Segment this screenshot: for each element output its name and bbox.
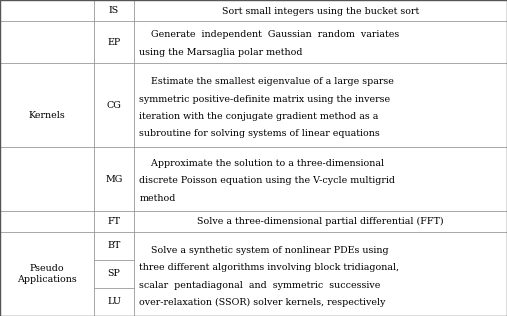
Text: FT: FT [107, 217, 121, 226]
Text: using the Marsaglia polar method: using the Marsaglia polar method [139, 47, 303, 57]
Text: Solve a three-dimensional partial differential (FFT): Solve a three-dimensional partial differ… [197, 217, 444, 226]
Text: discrete Poisson equation using the V-cycle multigrid: discrete Poisson equation using the V-cy… [139, 176, 395, 185]
Text: Solve a synthetic system of nonlinear PDEs using: Solve a synthetic system of nonlinear PD… [139, 246, 389, 255]
Text: Sort small integers using the bucket sort: Sort small integers using the bucket sor… [222, 7, 419, 16]
Text: Estimate the smallest eigenvalue of a large sparse: Estimate the smallest eigenvalue of a la… [139, 77, 394, 87]
Text: CG: CG [106, 101, 122, 110]
Text: scalar  pentadiagonal  and  symmetric  successive: scalar pentadiagonal and symmetric succe… [139, 281, 381, 289]
Text: method: method [139, 194, 176, 203]
Text: three different algorithms involving block tridiagonal,: three different algorithms involving blo… [139, 263, 400, 272]
Text: symmetric positive-definite matrix using the inverse: symmetric positive-definite matrix using… [139, 95, 390, 104]
Text: MG: MG [105, 174, 123, 184]
Text: SP: SP [107, 269, 121, 278]
Text: Pseudo
Applications: Pseudo Applications [17, 264, 77, 283]
Text: IS: IS [109, 6, 119, 15]
Text: BT: BT [107, 241, 121, 250]
Text: iteration with the conjugate gradient method as a: iteration with the conjugate gradient me… [139, 112, 379, 121]
Text: Approximate the solution to a three-dimensional: Approximate the solution to a three-dime… [139, 159, 384, 168]
Text: subroutine for solving systems of linear equations: subroutine for solving systems of linear… [139, 129, 380, 138]
Text: LU: LU [107, 297, 121, 307]
Text: Kernels: Kernels [28, 111, 65, 120]
Text: over-relaxation (SSOR) solver kernels, respectively: over-relaxation (SSOR) solver kernels, r… [139, 298, 386, 307]
Text: EP: EP [107, 38, 121, 47]
Text: Generate  independent  Gaussian  random  variates: Generate independent Gaussian random var… [139, 30, 400, 39]
